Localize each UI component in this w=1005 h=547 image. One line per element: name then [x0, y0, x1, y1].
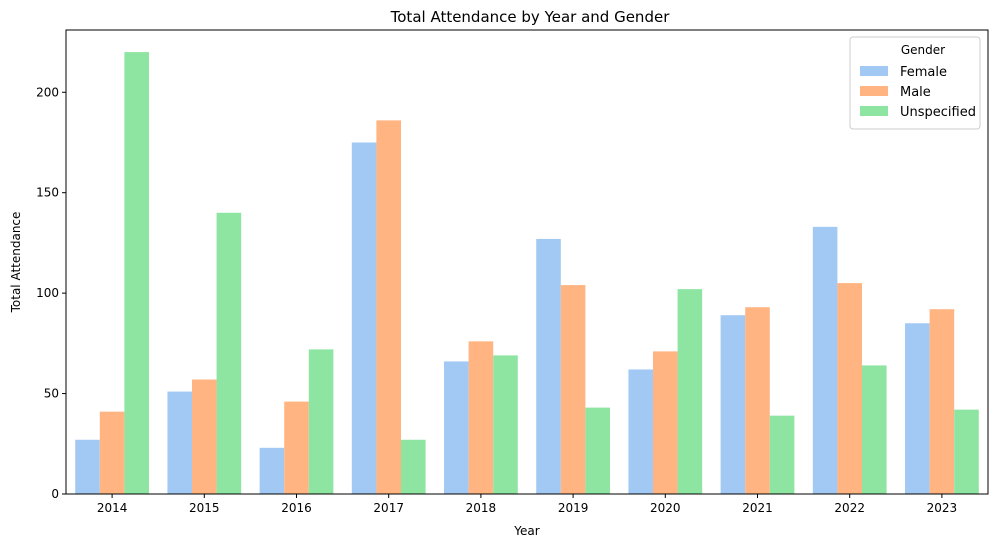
- bar-female-2021: [720, 315, 746, 494]
- y-tick-label: 150: [36, 186, 59, 200]
- x-tick-label: 2017: [373, 501, 404, 515]
- y-axis-label: Total Attendance: [9, 212, 23, 314]
- plot-frame: [65, 29, 989, 495]
- x-axis-label: Year: [513, 524, 539, 538]
- bar-unspecified-2016: [308, 349, 334, 494]
- bar-unspecified-2018: [493, 355, 518, 494]
- legend-swatch-female: [860, 66, 888, 76]
- bar-male-2015: [192, 379, 217, 494]
- x-tick-label: 2021: [742, 501, 773, 515]
- bar-female-2014: [75, 439, 100, 494]
- bar-male-2019: [560, 285, 586, 494]
- bars: [75, 52, 979, 494]
- bar-female-2015: [167, 391, 193, 494]
- legend-swatch-unspecified: [860, 106, 888, 116]
- bar-unspecified-2015: [216, 212, 242, 494]
- bar-male-2020: [653, 351, 678, 494]
- x-tick-label: 2019: [558, 501, 589, 515]
- bar-unspecified-2021: [769, 415, 795, 494]
- x-tick-label: 2022: [834, 501, 865, 515]
- bar-male-2021: [745, 307, 770, 494]
- y-axis: 0 50 100 150 200: [36, 85, 66, 501]
- bar-unspecified-2020: [677, 289, 703, 494]
- chart-title: Total Attendance by Year and Gender: [390, 8, 671, 26]
- bar-female-2023: [905, 323, 930, 494]
- legend-label-unspecified: Unspecified: [900, 105, 976, 120]
- bar-female-2016: [259, 447, 285, 494]
- x-tick-label: 2018: [466, 501, 497, 515]
- x-tick-label: 2014: [97, 501, 128, 515]
- bar-female-2019: [536, 238, 561, 494]
- bar-male-2018: [468, 341, 494, 494]
- y-tick-label: 0: [51, 487, 59, 501]
- bar-male-2022: [837, 283, 862, 494]
- bar-unspecified-2014: [124, 52, 149, 494]
- x-tick-label: 2016: [281, 501, 312, 515]
- bar-unspecified-2017: [400, 439, 426, 494]
- legend-label-male: Male: [900, 85, 931, 100]
- bar-unspecified-2023: [954, 409, 979, 494]
- legend-swatch-male: [860, 86, 888, 96]
- legend-label-female: Female: [900, 65, 947, 80]
- x-axis: 2014 2015 2016 2017 2018 2019 2020 2021 2022 2023: [97, 494, 957, 515]
- x-tick-label: 2023: [927, 501, 958, 515]
- x-tick-label: 2015: [189, 501, 220, 515]
- bar-female-2018: [444, 361, 469, 494]
- bar-unspecified-2022: [861, 365, 887, 494]
- x-tick-label: 2020: [650, 501, 681, 515]
- y-tick-label: 50: [44, 387, 59, 401]
- y-tick-label: 100: [36, 286, 59, 300]
- bar-female-2017: [351, 142, 377, 494]
- y-tick-label: 200: [36, 85, 59, 99]
- bar-female-2020: [628, 369, 654, 494]
- bar-female-2022: [812, 226, 838, 494]
- legend-title: Gender: [901, 43, 945, 57]
- bar-male-2016: [284, 401, 309, 494]
- bar-unspecified-2019: [585, 407, 610, 494]
- bar-male-2023: [929, 309, 955, 494]
- bar-male-2017: [376, 120, 401, 494]
- legend: Gender Female Male Unspecified: [849, 36, 981, 130]
- bar-male-2014: [99, 411, 125, 494]
